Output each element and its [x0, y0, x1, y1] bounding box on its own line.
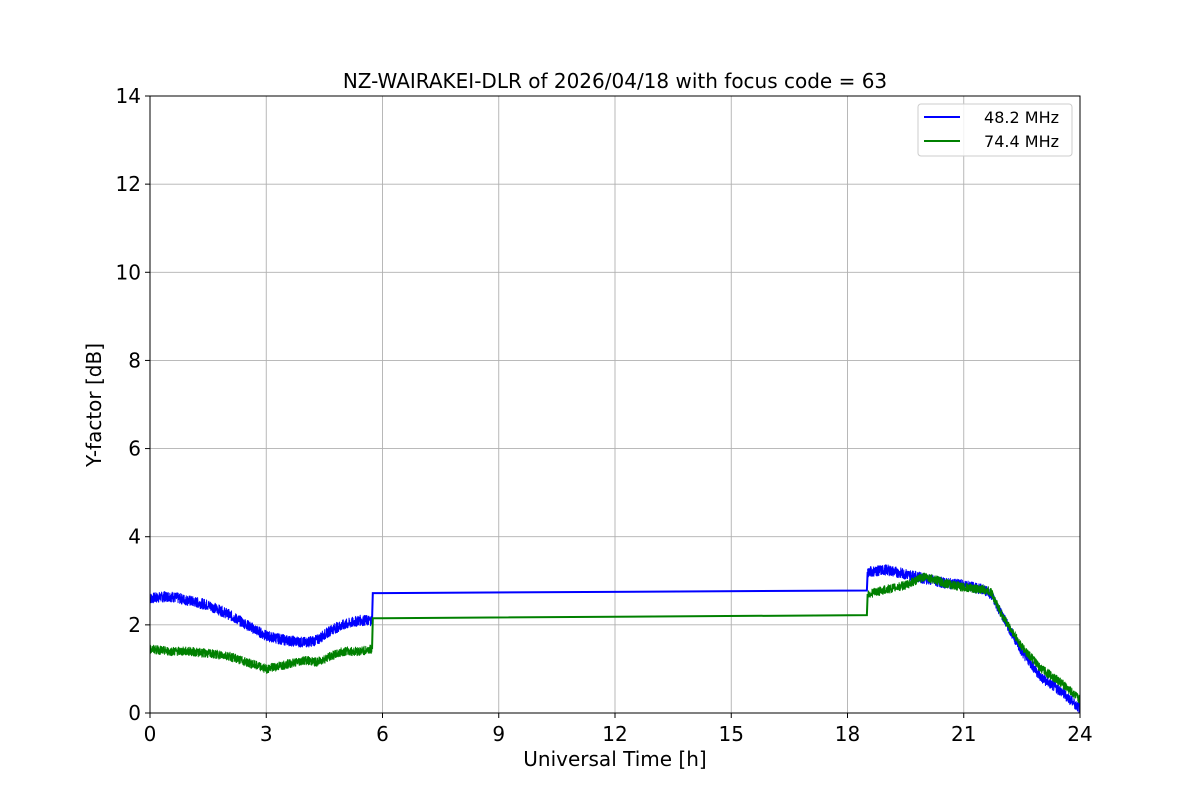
y-tick-label: 4: [128, 525, 141, 549]
x-tick-label: 15: [719, 722, 744, 746]
y-tick-label: 10: [116, 260, 141, 284]
series-2: [149, 572, 1081, 704]
x-tick-label: 9: [492, 722, 505, 746]
x-tick-label: 0: [144, 722, 157, 746]
series-1: [149, 564, 1081, 713]
series-line-noisy: [867, 572, 1081, 704]
x-axis-label: Universal Time [h]: [523, 747, 706, 771]
legend-label: 74.4 MHz: [984, 132, 1059, 151]
series-line-gap: [371, 593, 869, 650]
grid: [149, 95, 1081, 714]
chart-title: NZ-WAIRAKEI-DLR of 2026/04/18 with focus…: [343, 69, 887, 93]
legend: 48.2 MHz 74.4 MHz: [917, 103, 1073, 157]
x-tick-label: 6: [376, 722, 389, 746]
x-tick-label: 21: [951, 722, 976, 746]
y-tick-label: 6: [128, 437, 141, 461]
x-tick-label: 12: [602, 722, 627, 746]
y-tick-label: 12: [116, 172, 141, 196]
series-layer: [149, 564, 1081, 713]
x-tick-label: 18: [835, 722, 860, 746]
y-tick-label: 2: [128, 613, 141, 637]
legend-label: 48.2 MHz: [984, 108, 1059, 127]
y-tick-label: 8: [128, 348, 141, 372]
x-tick-label: 3: [260, 722, 273, 746]
series-line-gap: [371, 571, 869, 621]
x-tick-label: 24: [1067, 722, 1092, 746]
x-axis: 0 3 6 9 12 15 18 21 24: [144, 713, 1093, 746]
y-axis: 0 2 4 6 8 10 12 14: [116, 84, 150, 725]
series-line-noisy: [867, 564, 1081, 713]
series-line-noisy: [149, 591, 373, 648]
y-tick-label: 0: [128, 701, 141, 725]
y-tick-label: 14: [116, 84, 141, 108]
y-axis-label: Y-factor [dB]: [82, 343, 106, 468]
series-line-noisy: [149, 644, 373, 674]
